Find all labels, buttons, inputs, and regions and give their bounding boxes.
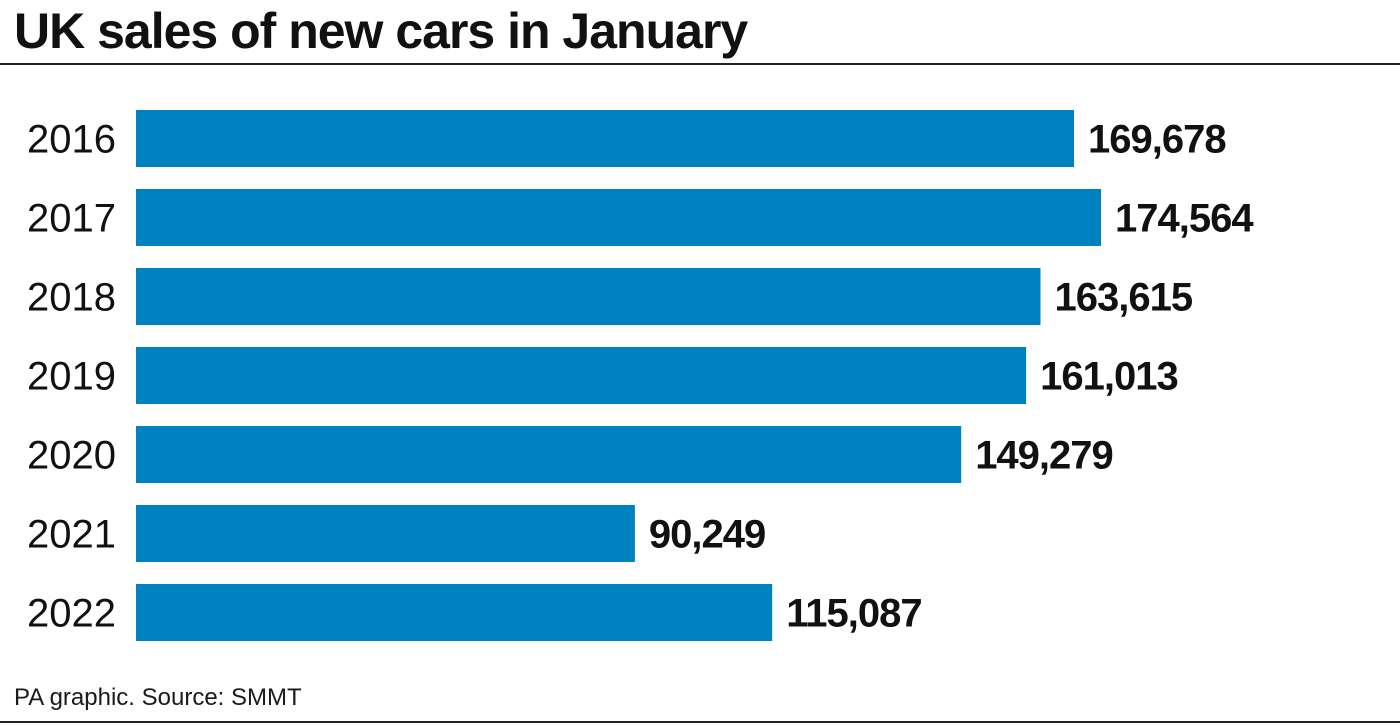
source-note: PA graphic. Source: SMMT [14,684,302,711]
category-label-2019: 2019 [27,355,116,399]
category-label-2021: 2021 [27,513,116,557]
value-label-2018: 163,615 [1055,276,1193,320]
category-label-2020: 2020 [27,434,116,478]
value-label-2019: 161,013 [1040,355,1178,399]
category-label-2022: 2022 [27,592,116,636]
category-label-2016: 2016 [27,118,116,162]
bottom-divider [0,721,1400,723]
value-label-2020: 149,279 [975,434,1113,478]
bar-2019 [136,347,1027,404]
value-label-2016: 169,678 [1088,118,1226,162]
bar-2021 [136,505,635,562]
bar-2020 [136,426,962,483]
bar-2017 [136,189,1101,246]
bar-2016 [136,110,1074,167]
chart-title: UK sales of new cars in January [14,3,748,59]
bar-2022 [136,584,773,641]
value-label-2021: 90,249 [649,513,765,557]
top-divider [0,63,1400,65]
category-label-2017: 2017 [27,197,116,241]
value-label-2017: 174,564 [1115,197,1254,241]
bar-2018 [136,268,1041,325]
category-label-2018: 2018 [27,276,116,320]
value-label-2022: 115,087 [786,592,921,636]
